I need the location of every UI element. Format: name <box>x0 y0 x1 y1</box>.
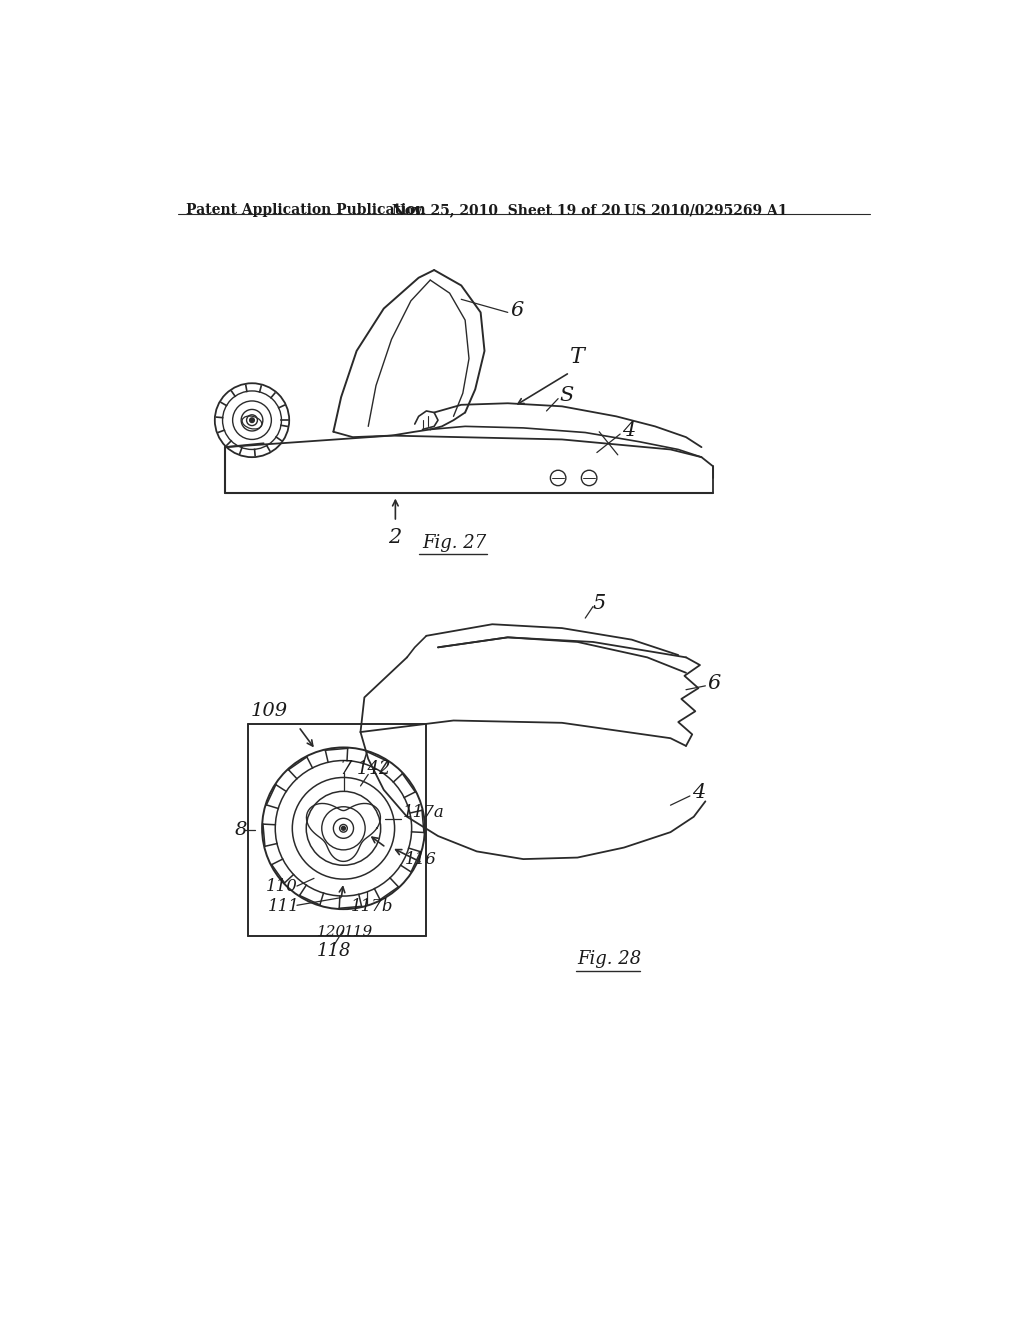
Text: 6: 6 <box>708 675 721 693</box>
Text: Nov. 25, 2010  Sheet 19 of 20: Nov. 25, 2010 Sheet 19 of 20 <box>391 203 620 216</box>
Text: 117b: 117b <box>351 899 393 915</box>
Text: 117a: 117a <box>403 804 444 821</box>
Text: 6: 6 <box>510 301 523 321</box>
Text: 110: 110 <box>266 878 298 895</box>
Text: S: S <box>560 385 573 405</box>
Text: US 2010/0295269 A1: US 2010/0295269 A1 <box>624 203 787 216</box>
Text: 4: 4 <box>623 421 636 441</box>
Circle shape <box>250 418 254 422</box>
Text: Patent Application Publication: Patent Application Publication <box>186 203 426 216</box>
Text: 142: 142 <box>356 760 391 777</box>
Circle shape <box>342 826 345 830</box>
Text: 2: 2 <box>388 528 400 546</box>
Text: 4: 4 <box>692 783 706 803</box>
Text: Fig. 28: Fig. 28 <box>578 950 642 968</box>
Text: 120: 120 <box>317 925 346 940</box>
Text: 111: 111 <box>267 899 299 915</box>
Text: 118: 118 <box>317 942 351 961</box>
Text: 7: 7 <box>340 760 352 777</box>
Text: T: T <box>569 346 585 368</box>
Text: Fig. 27: Fig. 27 <box>423 535 486 552</box>
Text: 109: 109 <box>251 702 288 721</box>
Text: 116: 116 <box>404 850 436 867</box>
Text: 8: 8 <box>234 821 248 838</box>
Text: 119: 119 <box>343 925 373 940</box>
Text: 5: 5 <box>593 594 606 612</box>
